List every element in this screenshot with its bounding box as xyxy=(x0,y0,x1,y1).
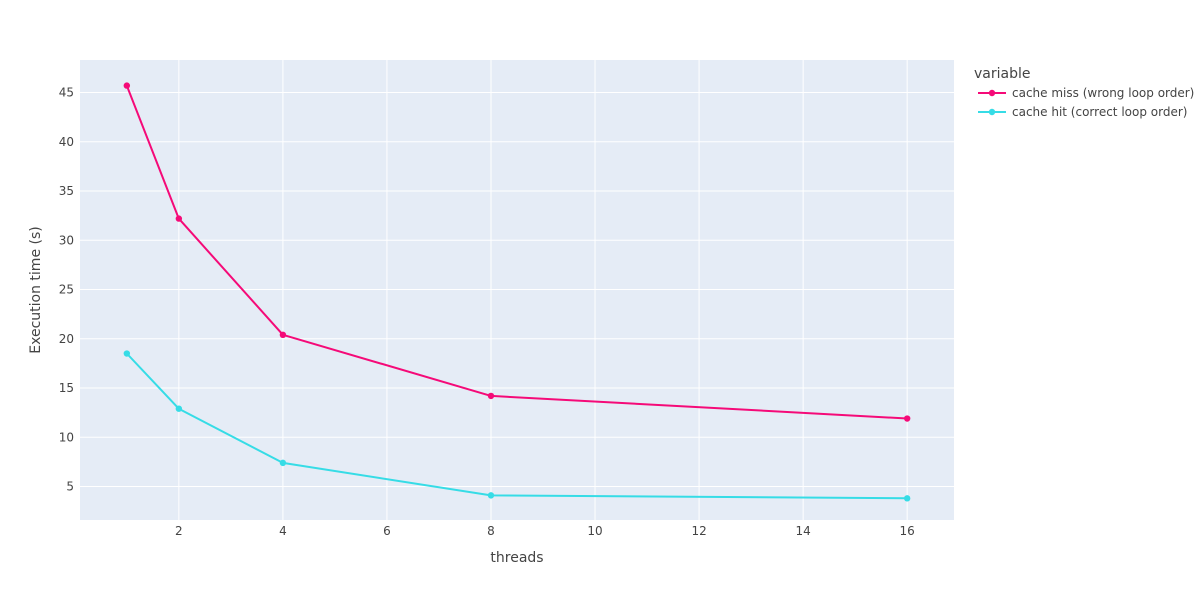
legend-title: variable xyxy=(974,66,1030,82)
series-2 xyxy=(123,350,911,502)
x-tick-label: 8 xyxy=(487,524,495,538)
y-tick-label: 25 xyxy=(59,283,74,297)
y-tick-label: 15 xyxy=(59,381,74,395)
legend-item[interactable]: cache hit (correct loop order) xyxy=(978,105,1187,119)
y-tick-label: 45 xyxy=(59,86,74,100)
y-tick-label: 30 xyxy=(59,233,74,247)
legend-item[interactable]: cache miss (wrong loop order) xyxy=(978,86,1194,100)
x-tick-label: 6 xyxy=(383,524,391,538)
data-point[interactable] xyxy=(175,405,183,412)
data-point[interactable] xyxy=(903,495,911,502)
y-tick-label: 35 xyxy=(59,184,74,198)
y-axis-ticks: 5 10 15 20 25 30 35 40 45 xyxy=(59,86,74,494)
data-point[interactable] xyxy=(123,350,131,357)
series-1 xyxy=(123,82,911,422)
data-point[interactable] xyxy=(487,392,495,400)
x-tick-label: 2 xyxy=(175,524,183,538)
data-point[interactable] xyxy=(279,331,287,339)
y-axis-title: Execution time (s) xyxy=(28,226,44,353)
y-tick-label: 10 xyxy=(59,430,74,444)
legend-swatch-marker xyxy=(988,108,996,116)
data-point[interactable] xyxy=(279,459,287,467)
x-tick-label: 10 xyxy=(587,524,602,538)
data-point[interactable] xyxy=(175,215,183,222)
y-tick-label: 5 xyxy=(66,480,74,494)
legend-swatch-marker xyxy=(988,89,996,97)
legend-label: cache hit (correct loop order) xyxy=(1012,105,1187,119)
x-tick-label: 14 xyxy=(795,524,810,538)
x-tick-label: 12 xyxy=(691,524,706,538)
data-point[interactable] xyxy=(487,492,495,499)
series-layer xyxy=(123,82,911,502)
y-tick-label: 20 xyxy=(59,332,74,346)
legend-label: cache miss (wrong loop order) xyxy=(1012,86,1194,100)
x-axis-ticks: 2 4 6 8 10 12 14 16 xyxy=(175,524,915,538)
data-point[interactable] xyxy=(903,415,911,422)
x-tick-label: 16 xyxy=(900,524,915,538)
grid-lines xyxy=(80,60,954,520)
x-axis-title: threads xyxy=(490,550,543,566)
x-tick-label: 4 xyxy=(279,524,287,538)
y-tick-label: 40 xyxy=(59,135,74,149)
legend[interactable]: variable cache miss (wrong loop order) ca… xyxy=(974,66,1194,119)
data-point[interactable] xyxy=(123,82,131,89)
